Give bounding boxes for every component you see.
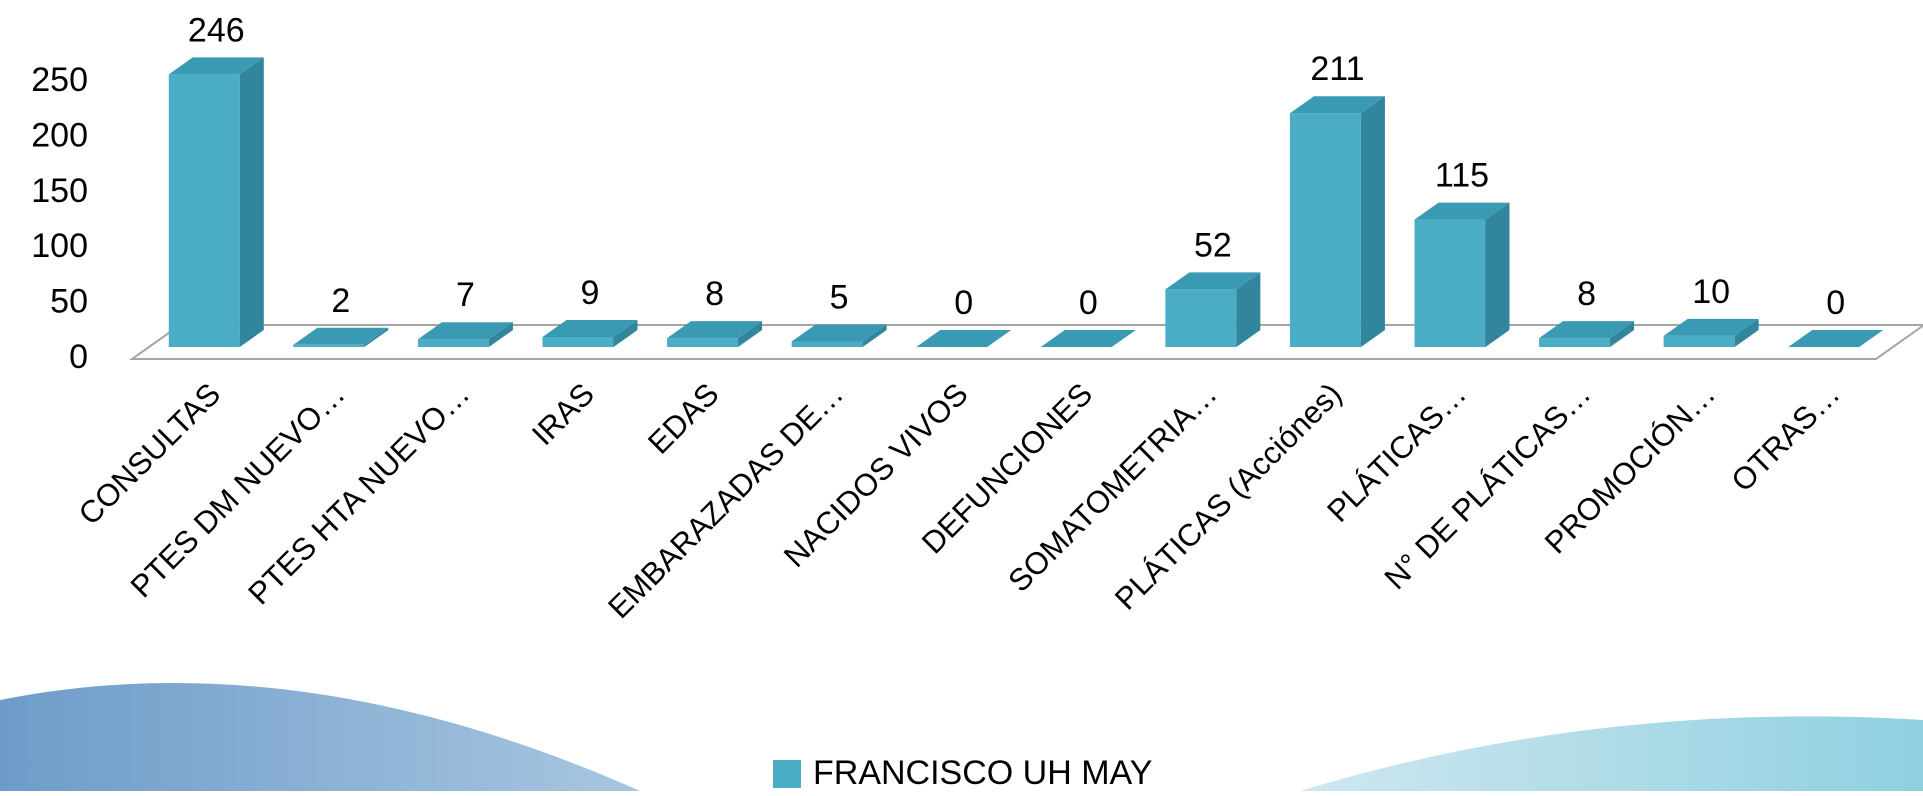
bar-front bbox=[293, 344, 365, 347]
value-label: 7 bbox=[456, 276, 475, 314]
bar-side bbox=[1734, 318, 1759, 347]
value-label: 8 bbox=[1577, 275, 1596, 313]
value-label: 10 bbox=[1692, 273, 1730, 311]
bar bbox=[1040, 330, 1136, 347]
x-tick-label: N° DE PLÁTICAS… bbox=[1378, 376, 1598, 596]
bar-side bbox=[1610, 321, 1635, 347]
y-tick-label: 0 bbox=[69, 338, 88, 376]
bar-side bbox=[613, 320, 638, 347]
y-tick-label: 50 bbox=[50, 283, 88, 321]
decor-swoosh bbox=[1300, 716, 1923, 791]
bar bbox=[667, 321, 763, 347]
floor bbox=[128, 324, 1923, 360]
bar-front bbox=[542, 337, 614, 347]
bar bbox=[1663, 318, 1759, 347]
bar bbox=[1289, 96, 1385, 347]
y-tick-label: 150 bbox=[31, 172, 88, 210]
bar-top bbox=[168, 57, 264, 75]
bar bbox=[542, 320, 638, 347]
bar-front bbox=[667, 338, 739, 347]
bar-top bbox=[667, 321, 763, 339]
bar bbox=[791, 324, 887, 347]
bar-top bbox=[1040, 330, 1136, 347]
bar-side bbox=[738, 321, 763, 347]
bar bbox=[1539, 321, 1635, 347]
decor-swoosh bbox=[0, 682, 640, 791]
value-label: 246 bbox=[188, 11, 245, 49]
value-label: 115 bbox=[1435, 157, 1489, 195]
value-label: 0 bbox=[1826, 284, 1845, 322]
bar-top bbox=[1414, 202, 1510, 220]
x-tick-label: OTRAS… bbox=[1724, 376, 1846, 498]
bar-side bbox=[364, 327, 389, 347]
bar-top bbox=[542, 320, 638, 338]
y-tick-label: 100 bbox=[31, 227, 88, 265]
bar-top bbox=[293, 327, 389, 345]
bar-front bbox=[1663, 335, 1735, 347]
bar-side bbox=[488, 322, 513, 347]
bar bbox=[293, 327, 389, 347]
value-label: 52 bbox=[1194, 226, 1232, 264]
value-label: 211 bbox=[1310, 50, 1364, 88]
y-tick-label: 200 bbox=[31, 116, 88, 154]
bar bbox=[916, 330, 1012, 347]
legend-label: FRANCISCO UH MAY bbox=[813, 754, 1152, 791]
bar bbox=[168, 57, 264, 347]
bar-top bbox=[1165, 272, 1261, 290]
bar-top bbox=[417, 322, 513, 340]
bar bbox=[1165, 272, 1261, 347]
x-tick-label: PTES DM NUEVO… bbox=[124, 376, 352, 604]
bar-front bbox=[417, 339, 489, 347]
bar bbox=[1414, 202, 1510, 347]
value-label: 8 bbox=[705, 275, 724, 313]
bar-side bbox=[1236, 272, 1261, 347]
y-tick-label: 250 bbox=[31, 61, 88, 99]
x-tick-label: EMBARAZADAS DE… bbox=[601, 376, 850, 625]
bar-top bbox=[1539, 321, 1635, 339]
x-tick-label: PTES HTA NUEVO… bbox=[241, 376, 476, 611]
bar-side bbox=[862, 324, 887, 347]
bar-top bbox=[916, 330, 1012, 347]
value-label: 0 bbox=[954, 284, 973, 322]
bar-front bbox=[1414, 219, 1486, 347]
value-label: 2 bbox=[331, 282, 350, 320]
bar-front bbox=[1165, 289, 1237, 347]
legend-swatch bbox=[773, 760, 801, 788]
value-label: 9 bbox=[581, 274, 600, 312]
x-tick-label: EDAS bbox=[641, 376, 725, 460]
bar-top bbox=[1289, 96, 1385, 114]
x-tick-label: PLÁTICAS (Acciónes) bbox=[1108, 376, 1348, 616]
value-label: 0 bbox=[1079, 284, 1098, 322]
bar-front bbox=[1289, 113, 1361, 347]
bar-front bbox=[791, 341, 863, 347]
bar-top bbox=[1663, 318, 1759, 336]
value-label: 5 bbox=[830, 278, 849, 316]
bar bbox=[1788, 330, 1884, 347]
x-tick-label: SOMATOMETRIA… bbox=[1001, 376, 1223, 598]
bar bbox=[417, 322, 513, 347]
bar-front bbox=[168, 74, 240, 347]
bar-side bbox=[1485, 202, 1510, 347]
bar-side bbox=[1360, 96, 1385, 347]
bar-front bbox=[1539, 338, 1611, 347]
bar-top bbox=[791, 324, 887, 342]
bar-top bbox=[1788, 330, 1884, 347]
bar-side bbox=[239, 57, 264, 347]
x-tick-label: IRAS bbox=[525, 376, 601, 452]
